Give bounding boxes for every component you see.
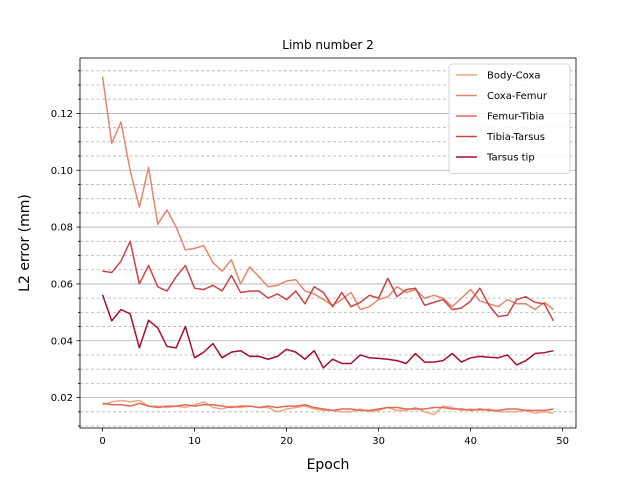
chart-title: Limb number 2 — [282, 38, 373, 52]
y-tick-label: 0.04 — [51, 336, 73, 347]
x-axis-ticks: 0 10 20 30 40 50 — [99, 428, 569, 447]
x-axis-title: Epoch — [307, 457, 350, 473]
x-tick-label: 40 — [464, 436, 477, 447]
legend-label-femur-tibia: Femur-Tibia — [487, 112, 544, 123]
series-line-femur-tibia — [102, 402, 554, 412]
series-lines — [101, 76, 555, 416]
x-tick-label: 0 — [99, 436, 105, 447]
x-tick-label: 20 — [280, 436, 293, 447]
y-tick-label: 0.08 — [51, 223, 73, 234]
x-tick-label: 10 — [188, 436, 201, 447]
y-tick-label: 0.02 — [51, 393, 73, 404]
x-tick-label: 50 — [556, 436, 569, 447]
y-tick-label: 0.10 — [51, 166, 73, 177]
y-tick-label: 0.06 — [51, 279, 73, 290]
y-axis-title: L2 error (mm) — [17, 194, 33, 292]
x-tick-label: 30 — [372, 436, 385, 447]
y-tick-label: 0.12 — [51, 109, 73, 120]
legend-label-coxa-femur: Coxa-Femur — [487, 91, 548, 102]
legend-label-tibia-tarsus: Tibia-Tarsus — [486, 132, 545, 143]
series-line-coxa-femur — [101, 76, 554, 311]
legend-label-body-coxa: Body-Coxa — [487, 71, 541, 82]
legend-box — [448, 63, 571, 174]
legend: Body-Coxa Coxa-Femur Femur-Tibia Tibia-Tars… — [448, 63, 571, 174]
series-line-tibia-tarsus — [102, 240, 555, 322]
series-line-tarsus-tip — [101, 294, 554, 369]
y-axis-ticks: 0.02 0.04 0.06 0.08 0.10 0.12 — [51, 70, 80, 427]
plot-area-frame — [79, 57, 577, 429]
legend-label-tarsus-tip: Tarsus tip — [486, 153, 535, 164]
